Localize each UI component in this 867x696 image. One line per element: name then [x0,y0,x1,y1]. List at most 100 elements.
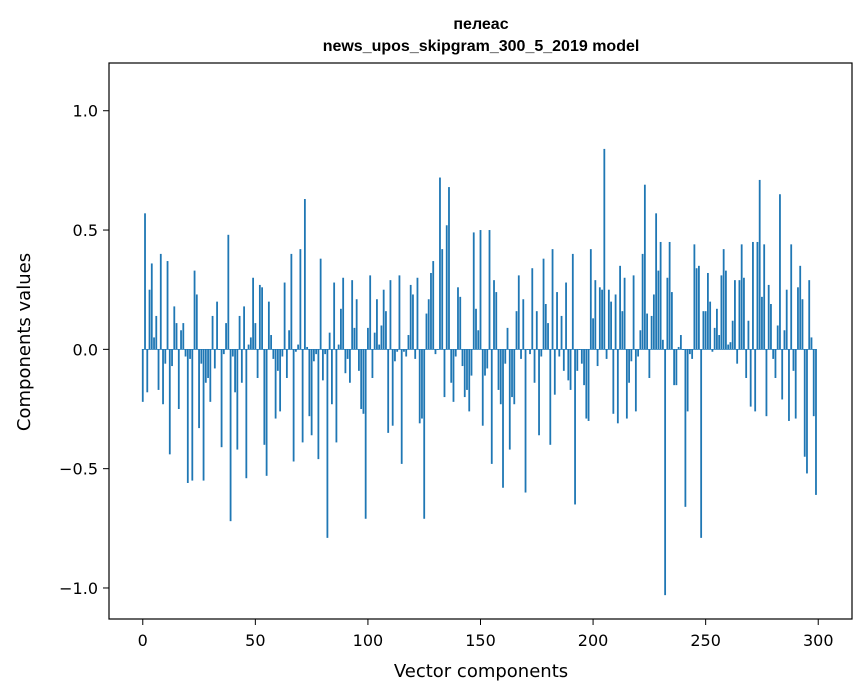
bar-16 [177,349,180,410]
bar-179 [544,304,547,350]
bar-289 [792,349,795,371]
bar-70 [299,249,302,350]
bar-267 [743,277,745,350]
bar-27 [202,349,205,481]
bar-299 [815,349,817,495]
bar-292 [799,265,802,350]
bar-73 [306,346,309,350]
bar-88 [340,308,342,350]
bar-238 [677,346,680,350]
bar-137 [450,349,453,383]
bar-193 [576,349,579,371]
bar-124 [421,349,423,419]
bar-181 [549,349,552,445]
bar-229 [657,270,660,350]
bar-154 [488,230,491,350]
bar-40 [231,349,234,357]
bar-266 [740,244,743,350]
x-tick-label: 250 [690,631,721,650]
bar-80 [321,349,324,381]
bar-92 [349,349,351,383]
bar-244 [691,349,694,359]
bar-22 [191,349,194,481]
bar-1 [144,213,146,350]
bar-296 [808,280,811,350]
bar-23 [193,270,196,350]
bar-49 [252,277,254,350]
bar-58 [272,349,275,359]
bar-4 [150,263,153,350]
bar-207 [607,289,610,350]
bar-218 [632,275,635,350]
bar-173 [531,268,534,350]
bar-33 [216,301,218,350]
bar-28 [204,349,207,383]
y-tick-label: 0.0 [73,340,98,359]
bar-112 [394,349,396,362]
bar-246 [695,268,698,350]
bar-97 [360,349,363,410]
bar-74 [308,349,311,417]
bar-234 [668,241,671,350]
bar-71 [301,349,304,443]
bar-32 [213,349,216,369]
bar-90 [344,349,347,374]
bar-189 [567,349,570,381]
x-axis-label: Vector components [394,661,568,682]
bar-106 [380,325,383,350]
bar-147 [472,232,475,350]
bar-178 [542,258,545,350]
bar-9 [162,349,164,405]
bar-59 [274,349,277,419]
bar-44 [240,349,243,383]
bar-160 [502,349,504,488]
bar-268 [745,349,748,378]
x-tick-label: 50 [245,631,265,650]
bar-206 [605,349,608,359]
bar-85 [333,282,336,350]
bar-288 [790,244,793,350]
bar-42 [236,349,239,450]
bar-19 [184,349,187,357]
bar-291 [797,287,799,350]
x-tick-label: 200 [578,631,609,650]
bar-103 [373,332,376,350]
bar-201 [594,280,597,350]
bar-177 [540,349,543,357]
bar-61 [279,349,282,412]
bar-128 [430,272,432,350]
bar-265 [738,280,741,350]
bar-81 [324,349,327,355]
bar-279 [770,304,772,350]
bar-185 [558,349,561,357]
bar-79 [319,258,322,350]
bar-104 [376,299,378,350]
bar-187 [562,349,565,371]
bar-231 [661,339,664,350]
bar-282 [776,325,779,350]
bar-146 [470,349,473,376]
bar-138 [452,349,455,402]
bar-25 [198,349,200,429]
bar-83 [328,332,331,350]
bar-46 [245,349,248,479]
bar-204 [601,289,603,350]
bar-82 [326,349,329,538]
bar-241 [684,349,687,507]
bar-35 [220,349,223,448]
x-tick-label: 300 [803,631,834,650]
bar-188 [565,282,567,350]
bar-280 [772,349,775,359]
bar-196 [583,349,585,386]
bar-20 [186,349,189,483]
bar-105 [378,344,381,350]
bar-12 [168,349,171,455]
bar-285 [783,330,786,350]
bar-273 [756,241,759,350]
bar-110 [389,280,392,350]
x-tick-label: 100 [353,631,384,650]
bar-134 [443,349,446,398]
bar-60 [276,349,279,371]
bar-53 [261,287,263,350]
